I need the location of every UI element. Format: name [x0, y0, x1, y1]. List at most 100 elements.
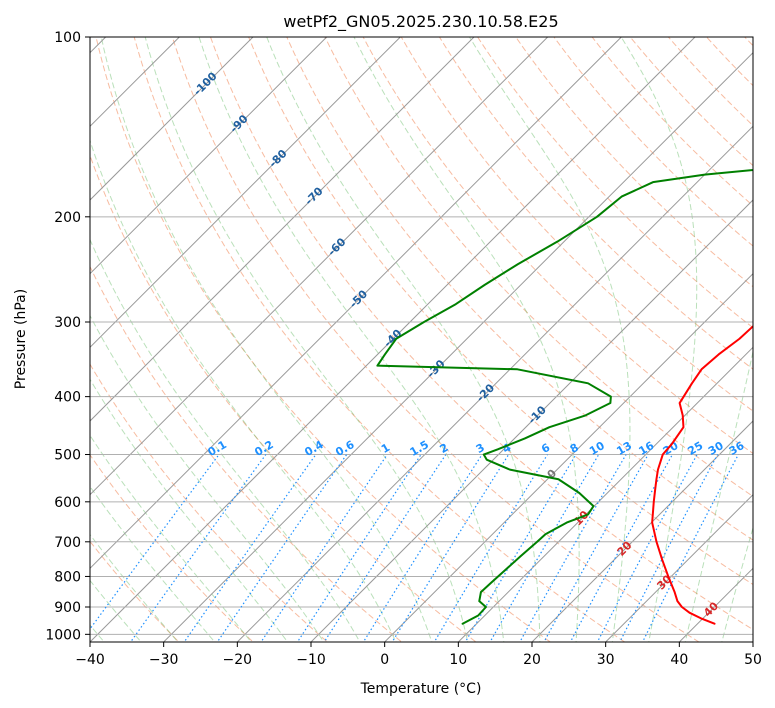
mixing-ratio-label: 0.1 — [206, 438, 229, 459]
mixing-ratio-label: 1 — [379, 441, 392, 456]
plot-background-lines — [0, 24, 775, 647]
mixing-ratio-line — [260, 454, 388, 642]
x-tick-label: −10 — [296, 652, 326, 668]
moist-adiabat — [468, 37, 631, 642]
isotherm-line — [163, 51, 753, 642]
x-axis-title: Temperature (°C) — [360, 681, 482, 697]
mixing-ratio-label: 16 — [637, 439, 657, 458]
y-tick-label: 100 — [54, 30, 81, 46]
mixing-ratio-label: 10 — [587, 439, 607, 458]
isotherm-line — [90, 37, 475, 422]
mixing-ratio-label: 2 — [438, 441, 451, 456]
dry-adiabat — [438, 37, 753, 370]
dry-adiabat — [90, 363, 329, 642]
x-tick-label: 20 — [523, 652, 541, 668]
mixing-ratio-label: 1.5 — [408, 438, 431, 459]
dry-adiabat — [90, 154, 477, 642]
x-tick-label: −40 — [75, 652, 105, 668]
isotherm-line — [90, 37, 254, 201]
dry-adiabat — [171, 37, 700, 642]
temperature-profile-line — [651, 324, 753, 625]
isotherm-line — [384, 272, 753, 642]
moist-adiabat — [90, 314, 325, 642]
mixing-ratio-line — [641, 454, 739, 642]
chart-title: wetPf2_GN05.2025.230.10.58.E25 — [283, 12, 558, 32]
moist-adiabat — [620, 37, 698, 642]
isotherm-line — [752, 641, 753, 642]
mixing-ratio-label: 6 — [539, 441, 552, 456]
axes: −40 −30 −20 −10 0 10 20 30 40 5010020030040050060… — [45, 30, 762, 668]
isotherm-line — [90, 37, 401, 349]
mixing-ratio-label: 25 — [685, 439, 705, 458]
isotherm-line — [605, 493, 753, 642]
dry-adiabat — [667, 37, 753, 127]
dry-adiabat — [770, 24, 775, 647]
moist-adiabat — [90, 138, 397, 642]
x-tick-label: −20 — [223, 652, 253, 668]
dry-adiabat — [362, 37, 753, 455]
mixing-ratio-label: 0.4 — [302, 438, 326, 459]
y-tick-label: 900 — [54, 600, 81, 616]
moist-adiabat — [90, 579, 142, 642]
moist-adiabat — [721, 526, 753, 642]
isotherm-line — [457, 346, 753, 642]
dry-adiabat — [209, 37, 753, 631]
isotherm-line — [90, 37, 696, 642]
x-tick-label: 40 — [670, 652, 688, 668]
mixing-ratio-line — [464, 454, 577, 642]
x-tick-label: −30 — [149, 652, 179, 668]
y-tick-label: 200 — [54, 210, 81, 226]
mixing-ratio-line — [569, 454, 673, 642]
mixing-ratio-line — [619, 454, 719, 642]
profile-lines — [376, 169, 753, 625]
isotherm-line — [678, 567, 753, 642]
dry-adiabat — [90, 265, 403, 642]
isotherm-line — [90, 37, 549, 496]
mixing-ratio-label: 13 — [614, 439, 634, 458]
line-labels: 0.1 0.2 0.4 0.6 1 1.5 2 3 4 6 8 10 13 16 20 25 30 36-100-… — [191, 69, 747, 619]
moist-adiabat — [353, 37, 580, 642]
x-tick-label: 50 — [744, 652, 762, 668]
y-axis-title: Pressure (hPa) — [13, 289, 29, 389]
dry-adiabat — [286, 37, 753, 541]
dry-adiabat — [476, 37, 753, 329]
isotherm-line — [310, 199, 753, 642]
x-tick-label: 30 — [597, 652, 615, 668]
mixing-ratio-line — [216, 454, 348, 642]
mixing-ratio-line — [129, 454, 267, 642]
x-tick-label: 10 — [449, 652, 467, 668]
mixing-ratio-line — [296, 454, 422, 642]
dry-adiabat — [591, 37, 753, 207]
dry-adiabat — [744, 37, 753, 47]
y-tick-label: 700 — [54, 535, 81, 551]
moist-adiabat — [90, 434, 252, 642]
mixing-ratio-line — [362, 454, 483, 642]
mixing-ratio-label: 0.6 — [333, 438, 357, 459]
mixing-ratio-label: 36 — [727, 439, 747, 458]
moist-adiabat — [100, 37, 433, 642]
y-tick-label: 300 — [54, 315, 81, 331]
moist-adiabat — [266, 37, 541, 642]
moist-adiabat — [90, 533, 179, 642]
mixing-ratio-line — [391, 454, 510, 642]
mixing-ratio-label: 30 — [706, 439, 726, 458]
mixing-ratio-line — [323, 454, 447, 642]
mixing-ratio-line — [433, 454, 548, 642]
moist-adiabat — [144, 37, 469, 642]
moist-adiabat — [90, 485, 216, 642]
isotherm-label: 10 — [571, 508, 591, 528]
mixing-ratio-line — [596, 454, 698, 642]
dry-adiabat — [90, 453, 254, 642]
dry-adiabat — [629, 37, 753, 167]
isotherm-line — [90, 37, 622, 570]
moist-adiabat — [90, 378, 289, 642]
y-tick-label: 800 — [54, 569, 81, 585]
mixing-ratio-line — [90, 454, 220, 630]
y-tick-label: 400 — [54, 390, 81, 406]
x-tick-label: 0 — [380, 652, 389, 668]
moist-adiabat — [0, 24, 71, 647]
y-tick-label: 600 — [54, 495, 81, 511]
moist-adiabat — [90, 238, 361, 642]
isotherm-line — [90, 37, 328, 275]
